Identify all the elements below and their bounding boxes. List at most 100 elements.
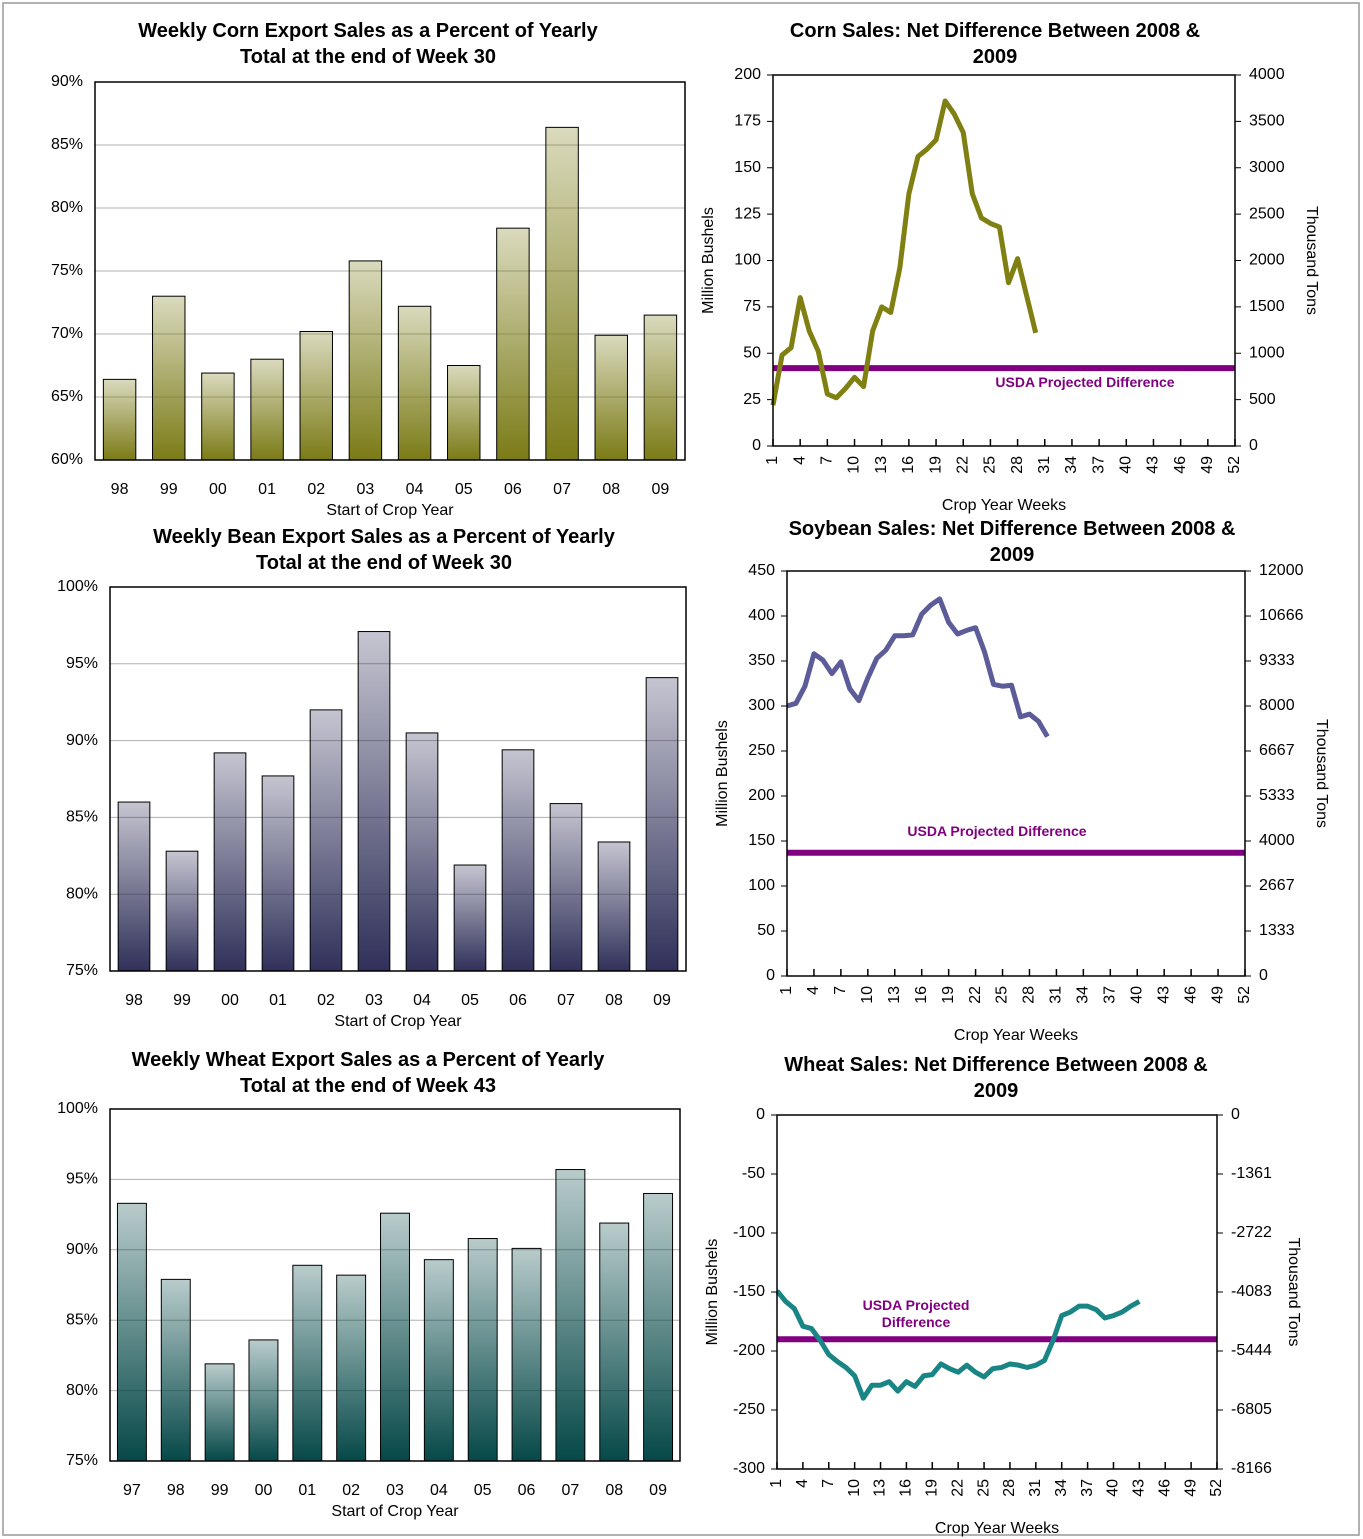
y-tick-label: 0 bbox=[752, 437, 761, 454]
x-tick-label: 40 bbox=[1128, 986, 1145, 1004]
bar bbox=[555, 1169, 586, 1462]
x-tick-label: 37 bbox=[1090, 456, 1107, 474]
x-tick-label: 00 bbox=[255, 1482, 273, 1499]
y-axis-label: Million Bushels bbox=[704, 1239, 721, 1346]
x-tick-label: 46 bbox=[1182, 986, 1199, 1004]
bar bbox=[405, 732, 439, 972]
x-tick-label: 49 bbox=[1199, 456, 1216, 474]
y-tick-label: 0 bbox=[756, 1106, 765, 1123]
y-tick-label: 75 bbox=[743, 298, 761, 315]
plot-frame bbox=[109, 1108, 681, 1462]
x-tick-label: 43 bbox=[1131, 1479, 1148, 1497]
bar bbox=[594, 334, 628, 461]
y2-tick-label: 0 bbox=[1249, 437, 1258, 454]
x-tick-label: 19 bbox=[940, 986, 957, 1004]
x-tick-label: 4 bbox=[794, 1479, 811, 1488]
bar bbox=[204, 1363, 235, 1462]
line-series bbox=[770, 98, 1039, 406]
x-tick-label: 52 bbox=[1236, 986, 1253, 1004]
x-tick-label: 97 bbox=[123, 1482, 141, 1499]
y2-tick-label: 5333 bbox=[1259, 787, 1295, 804]
bar bbox=[160, 1278, 191, 1462]
y-tick-label: -250 bbox=[733, 1401, 765, 1418]
x-axis-label: Crop Year Weeks bbox=[954, 1027, 1078, 1044]
y-tick-label: 100 bbox=[734, 252, 761, 269]
bar bbox=[165, 850, 199, 972]
x-tick-label: 13 bbox=[886, 986, 903, 1004]
x-tick-label: 02 bbox=[307, 481, 325, 498]
y2-tick-label: 2667 bbox=[1259, 877, 1295, 894]
x-tick-label: 4 bbox=[791, 456, 808, 465]
y-tick-label: 90% bbox=[66, 732, 98, 749]
x-tick-label: 07 bbox=[561, 1482, 579, 1499]
x-tick-label: 40 bbox=[1105, 1479, 1122, 1497]
bar bbox=[116, 1202, 147, 1462]
y2-tick-label: 0 bbox=[1231, 1106, 1240, 1123]
bar bbox=[348, 260, 383, 461]
x-tick-label: 04 bbox=[430, 1482, 448, 1499]
y2-axis-label: Thousand Tons bbox=[1313, 719, 1330, 828]
bar bbox=[117, 801, 151, 972]
x-tick-label: 34 bbox=[1075, 986, 1092, 1004]
plot-frame bbox=[94, 81, 686, 461]
y-tick-label: 0 bbox=[766, 967, 775, 984]
x-axis-label: Start of Crop Year bbox=[331, 1503, 459, 1520]
x-tick-label: 22 bbox=[967, 986, 984, 1004]
y2-tick-label: -1361 bbox=[1231, 1165, 1272, 1182]
x-tick-label: 13 bbox=[873, 456, 890, 474]
x-tick-label: 07 bbox=[557, 992, 575, 1009]
y-tick-label: 85% bbox=[66, 809, 98, 826]
y2-tick-label: 3500 bbox=[1249, 113, 1285, 130]
x-tick-label: 01 bbox=[269, 992, 287, 1009]
y2-tick-label: 500 bbox=[1249, 391, 1276, 408]
x-tick-label: 49 bbox=[1209, 986, 1226, 1004]
x-tick-label: 34 bbox=[1063, 456, 1080, 474]
x-tick-label: 04 bbox=[413, 992, 431, 1009]
x-tick-label: 46 bbox=[1156, 1479, 1173, 1497]
x-tick-label: 16 bbox=[898, 1479, 915, 1497]
y-tick-label: 100% bbox=[57, 578, 98, 595]
y-tick-label: 65% bbox=[51, 388, 83, 405]
y-tick-label: 100% bbox=[57, 1100, 98, 1117]
x-tick-label: 99 bbox=[173, 992, 191, 1009]
y-tick-label: 80% bbox=[51, 199, 83, 216]
y-tick-label: 150 bbox=[748, 832, 775, 849]
y-axis-label: Million Bushels bbox=[700, 207, 717, 314]
x-tick-label: 40 bbox=[1118, 456, 1135, 474]
x-tick-label: 05 bbox=[474, 1482, 492, 1499]
x-tick-label: 07 bbox=[553, 481, 571, 498]
reference-label: USDA Projected Difference bbox=[862, 1297, 970, 1331]
x-axis-label: Crop Year Weeks bbox=[942, 497, 1066, 514]
x-tick-label: 52 bbox=[1226, 456, 1243, 474]
x-tick-label: 08 bbox=[605, 1482, 623, 1499]
x-tick-label: 31 bbox=[1036, 456, 1053, 474]
y2-tick-label: -2722 bbox=[1231, 1224, 1272, 1241]
x-tick-label: 52 bbox=[1208, 1479, 1225, 1497]
y-tick-label: 100 bbox=[748, 877, 775, 894]
y-tick-label: -200 bbox=[733, 1342, 765, 1359]
y-tick-label: 90% bbox=[51, 73, 83, 90]
x-tick-label: 28 bbox=[1009, 456, 1026, 474]
plot-frame bbox=[776, 1114, 1218, 1470]
chart-title: Weekly Bean Export Sales as a Percent of… bbox=[153, 526, 615, 574]
y2-tick-label: 9333 bbox=[1259, 652, 1295, 669]
y-tick-label: -300 bbox=[733, 1460, 765, 1477]
x-tick-label: 31 bbox=[1048, 986, 1065, 1004]
bar bbox=[599, 1222, 630, 1462]
x-tick-label: 00 bbox=[221, 992, 239, 1009]
x-tick-label: 7 bbox=[832, 986, 849, 995]
x-tick-label: 09 bbox=[649, 1482, 667, 1499]
x-tick-label: 7 bbox=[819, 456, 836, 465]
plot-frame bbox=[772, 74, 1236, 447]
y-tick-label: -50 bbox=[742, 1165, 765, 1182]
x-tick-label: 10 bbox=[846, 456, 863, 474]
x-tick-label: 37 bbox=[1079, 1479, 1096, 1497]
x-tick-label: 16 bbox=[900, 456, 917, 474]
x-tick-label: 06 bbox=[509, 992, 527, 1009]
y-tick-label: 80% bbox=[66, 885, 98, 902]
x-tick-label: 25 bbox=[982, 456, 999, 474]
y-tick-label: 80% bbox=[66, 1382, 98, 1399]
bar bbox=[511, 1247, 542, 1462]
